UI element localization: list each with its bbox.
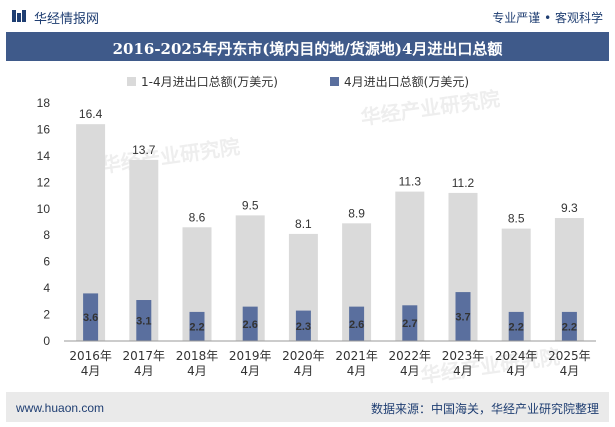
x-tick-label: 4月 (187, 364, 207, 378)
data-label-april: 2.2 (509, 321, 524, 333)
data-label-april: 3.7 (455, 312, 470, 324)
legend-label: 1-4月进出口总额(万美元) (141, 75, 278, 89)
y-tick-label: 18 (37, 96, 51, 110)
bar-april (189, 311, 205, 341)
title-bar: 2016-2025年丹东市(境内目的地/货源地)4月进出口总额 (6, 32, 609, 61)
x-tick-label: 4月 (81, 364, 101, 378)
bar-april (295, 310, 311, 341)
x-tick-label: 4月 (134, 364, 154, 378)
data-label-total: 11.3 (399, 175, 422, 189)
data-label-april: 3.1 (136, 316, 151, 328)
data-label-april: 2.2 (189, 321, 204, 333)
y-tick-label: 10 (37, 202, 51, 216)
bar-april (508, 311, 524, 341)
x-tick-label: 4月 (347, 364, 367, 378)
brand-name: 华经情报网 (34, 12, 100, 27)
data-label-april: 2.3 (296, 321, 311, 333)
data-label-total: 9.5 (242, 198, 259, 212)
y-tick-label: 14 (37, 149, 51, 163)
data-label-april: 2.6 (349, 319, 364, 331)
y-tick-label: 6 (43, 255, 50, 269)
y-tick-label: 0 (43, 334, 50, 348)
x-tick-label: 2021年 (335, 349, 378, 363)
data-label-april: 2.2 (562, 321, 577, 333)
bar-april (561, 311, 577, 341)
legend-label: 4月进出口总额(万美元) (344, 75, 469, 89)
legend-swatch (330, 77, 339, 86)
footer-website: www.huaon.com (16, 401, 105, 415)
x-tick-label: 2017年 (123, 349, 166, 363)
data-label-total: 11.2 (452, 176, 475, 190)
footer-source: 数据来源：中国海关，华经产业研究院整理 (370, 402, 599, 416)
data-label-total: 8.5 (508, 212, 525, 226)
x-tick-label: 4月 (453, 364, 473, 378)
data-label-total: 13.7 (132, 143, 156, 157)
data-label-total: 8.1 (295, 217, 312, 231)
data-label-april: 2.6 (243, 319, 258, 331)
bar-april (455, 292, 471, 341)
y-tick-label: 8 (43, 228, 50, 242)
top-bar: 华经情报网 专业严谨 • 客观科学 (0, 0, 615, 32)
x-tick-label: 2024年 (495, 349, 538, 363)
chart-title: 2016-2025年丹东市(境内目的地/货源地)4月进出口总额 (112, 40, 503, 58)
footer: www.huaon.com 数据来源：中国海关，华经产业研究院整理 (6, 392, 609, 422)
x-tick-label: 4月 (240, 364, 260, 378)
bar-april (402, 305, 418, 341)
bar-april (349, 306, 365, 341)
data-label-april: 2.7 (402, 318, 417, 330)
logo-icon (12, 10, 26, 22)
x-tick-label: 4月 (506, 364, 526, 378)
y-tick-label: 4 (43, 281, 50, 295)
y-tick-label: 2 (43, 308, 50, 322)
y-tick-label: 12 (37, 175, 51, 189)
bar-april (242, 306, 258, 341)
data-label-total: 9.3 (561, 201, 578, 215)
tagline: 专业严谨 • 客观科学 (492, 11, 603, 25)
x-tick-label: 4月 (400, 364, 420, 378)
bar-april (83, 293, 99, 341)
x-tick-label: 2020年 (282, 349, 325, 363)
data-label-total: 8.9 (348, 206, 365, 220)
x-tick-label: 2025年 (548, 349, 591, 363)
x-tick-label: 2023年 (442, 349, 485, 363)
legend-swatch (127, 77, 136, 86)
data-label-april: 3.6 (83, 312, 98, 324)
x-tick-label: 2019年 (229, 349, 272, 363)
y-tick-label: 16 (37, 122, 51, 136)
bar-april (136, 300, 152, 341)
x-tick-label: 2016年 (69, 349, 112, 363)
data-label-total: 8.6 (189, 210, 206, 224)
data-label-total: 16.4 (79, 107, 103, 121)
x-tick-label: 2018年 (176, 349, 219, 363)
bar-chart: 1-4月进出口总额(万美元) 4月进出口总额(万美元) 0 2 4 6 8 10 12 14 16 1… (37, 75, 596, 378)
x-tick-label: 2022年 (389, 349, 432, 363)
x-tick-label: 4月 (560, 364, 580, 378)
x-tick-label: 4月 (294, 364, 314, 378)
